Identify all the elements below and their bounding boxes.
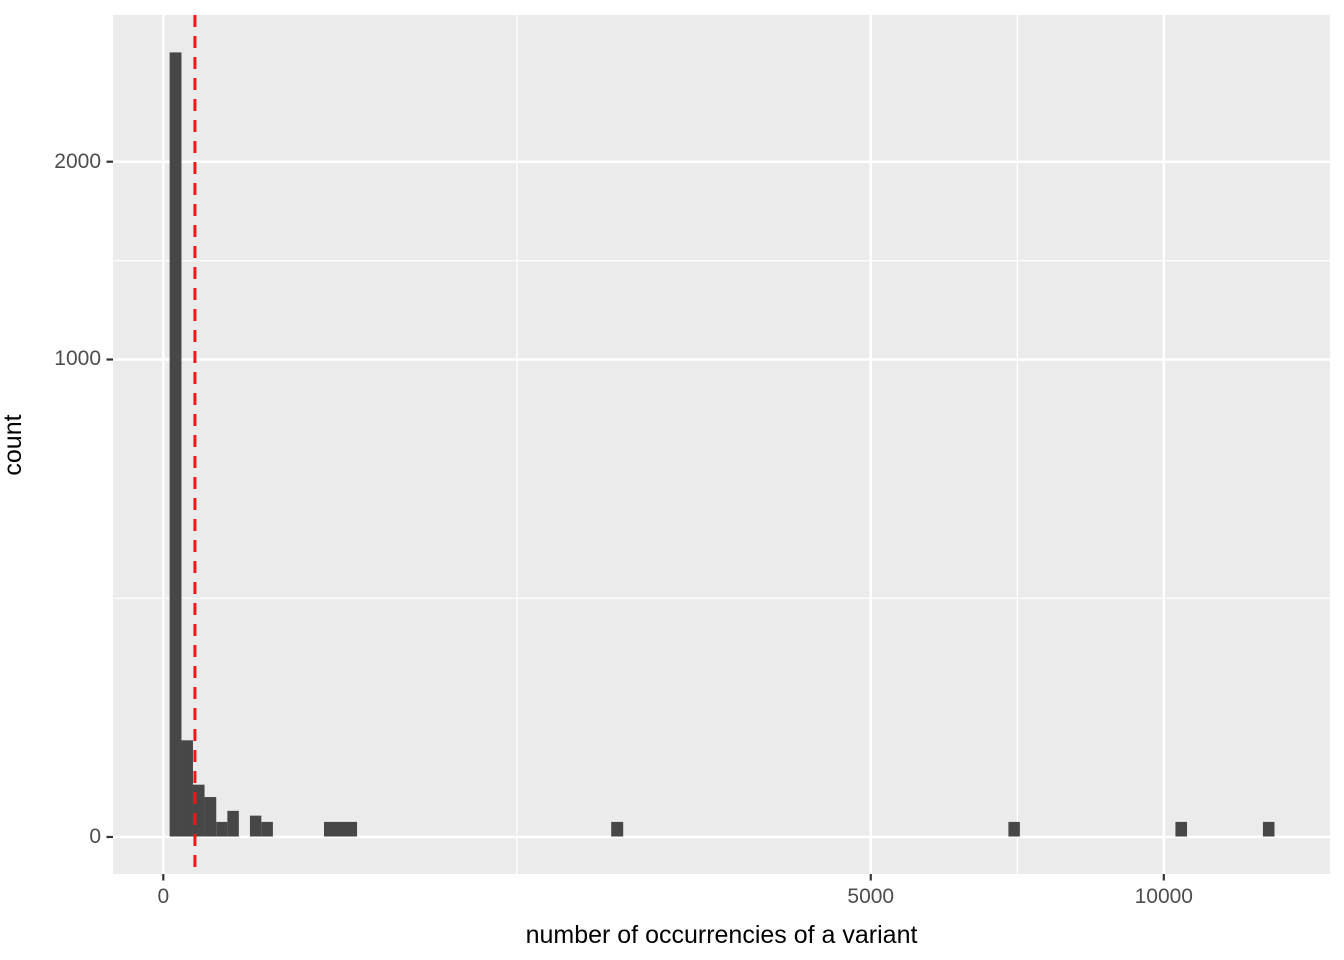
- histogram-bar: [324, 821, 358, 837]
- histogram-bar: [169, 52, 182, 837]
- x-tick-label-10000: 10000: [1134, 885, 1193, 908]
- histogram-bar: [204, 797, 217, 837]
- y-axis-title: count: [0, 414, 27, 476]
- histogram-bar: [227, 810, 239, 837]
- x-tick-label-5000: 5000: [847, 885, 895, 908]
- y-tick-label-1000: 1000: [54, 347, 101, 371]
- histogram-bar: [192, 784, 205, 837]
- x-axis-title: number of occurrencies of a variant: [525, 921, 918, 949]
- y-tick-label-0: 0: [89, 825, 101, 848]
- histogram-bar: [611, 821, 624, 837]
- histogram-bar: [249, 815, 262, 837]
- histogram-bar: [1262, 821, 1275, 837]
- histogram-bar: [1008, 821, 1020, 837]
- histogram-bar: [181, 740, 193, 837]
- plot-panel: [113, 15, 1330, 874]
- histogram-bar: [216, 821, 228, 837]
- histogram-bar: [261, 821, 273, 837]
- x-tick-label-0: 0: [157, 885, 170, 908]
- histogram-bar: [1175, 821, 1188, 837]
- y-tick-label-2000: 2000: [54, 149, 101, 173]
